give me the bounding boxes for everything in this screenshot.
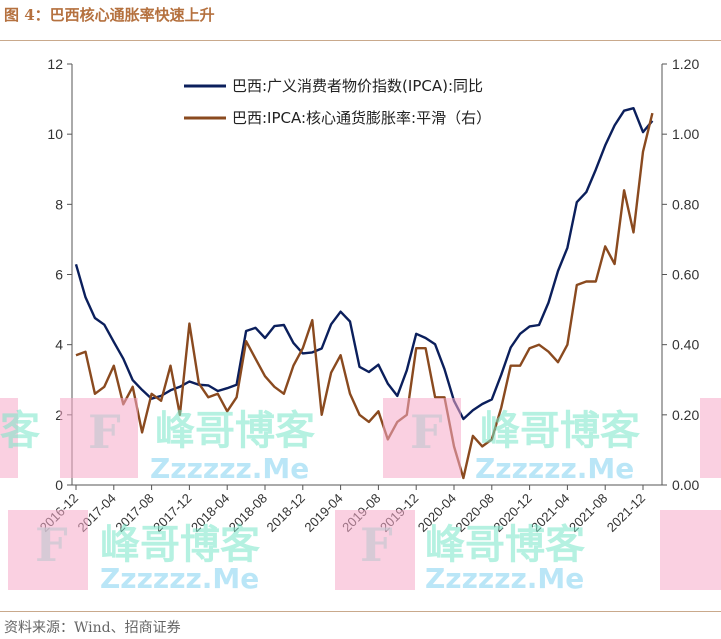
x-tick-label: 2017-04 [75, 491, 119, 535]
x-tick-label: 2019-12 [377, 491, 421, 535]
y-tick-label-left: 12 [47, 56, 63, 72]
line-chart: 0 2 4 6 8 10 12 0.00 0.20 0.40 0.60 0.80 1.00 1.20 201… [37, 56, 700, 535]
top-rule [0, 40, 721, 41]
source-note: 资料来源：Wind、招商证券 [4, 620, 181, 636]
x-tick-label: 2021-04 [528, 491, 572, 535]
y-tick-label-right: 0.80 [672, 196, 699, 212]
y-tick-label-left: 6 [55, 267, 63, 283]
x-tick-label: 2020-12 [490, 491, 534, 535]
x-tick-label: 2020-08 [453, 491, 497, 535]
x-tick-label: 2017-12 [150, 491, 194, 535]
y-tick-label-right: 0.40 [672, 337, 699, 353]
y-tick-label-right: 0.60 [672, 267, 699, 283]
y-tick-label-left: 2 [55, 407, 63, 423]
bottom-rule [0, 611, 721, 612]
legend-label: 巴西:广义消费者物价指数(IPCA):同比 [232, 77, 483, 95]
y-tick-label-right: 0.20 [672, 407, 699, 423]
y-tick-label-right: 0.00 [672, 477, 699, 493]
series-line-ipca-yoy [74, 106, 654, 421]
y-tick-label-left: 10 [47, 126, 63, 142]
y-tick-label-right: 1.20 [672, 56, 699, 72]
x-tick-label: 2020-04 [415, 491, 459, 535]
y-tick-label-left: 0 [55, 477, 63, 493]
x-tick-label: 2019-04 [301, 491, 345, 535]
legend-label: 巴西:IPCA:核心通货膨胀率:平滑（右） [232, 109, 491, 127]
x-tick-label: 2018-12 [264, 491, 308, 535]
figure-title: 图 4：巴西核心通胀率快速上升 [4, 6, 215, 24]
x-tick-label: 2017-08 [112, 491, 156, 535]
y-tick-label-left: 4 [55, 337, 63, 353]
x-tick-label: 2019-08 [339, 491, 383, 535]
x-tick-label: 2018-04 [188, 491, 232, 535]
x-tick-label: 2016-12 [37, 491, 81, 535]
y-tick-label-right: 1.00 [672, 126, 699, 142]
x-tick-label: 2021-08 [566, 491, 610, 535]
series-line-core-inflation [75, 112, 654, 480]
y-tick-label-left: 8 [55, 196, 63, 212]
x-tick-label: 2021-12 [604, 491, 648, 535]
x-tick-label: 2018-08 [226, 491, 270, 535]
